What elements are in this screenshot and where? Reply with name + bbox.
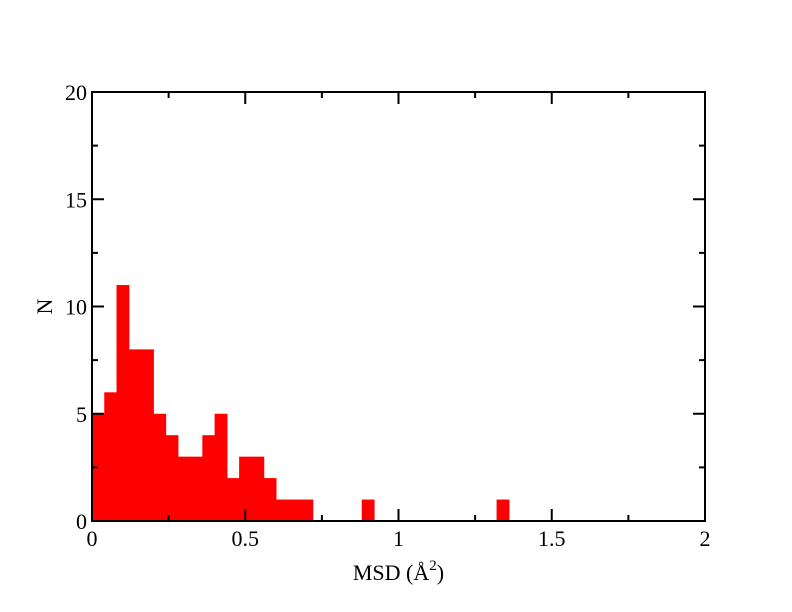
y-tick-label: 0 <box>76 509 87 534</box>
histogram-bar <box>92 413 105 521</box>
bars-group <box>92 285 510 521</box>
histogram-bar <box>177 456 191 521</box>
histogram-bar <box>226 478 240 521</box>
histogram-bar <box>214 413 228 521</box>
histogram-bar <box>288 499 302 521</box>
histogram-bar <box>104 392 118 521</box>
x-axis-title-suffix: ) <box>437 560 444 585</box>
x-axis-title-superscript: 2 <box>429 558 437 574</box>
y-tick-label: 5 <box>76 402 87 427</box>
histogram-bar <box>116 285 130 521</box>
histogram-bar <box>251 456 265 521</box>
y-axis-title: N <box>32 298 57 314</box>
histogram-bar <box>275 499 289 521</box>
x-axis-title: MSD (Å2) <box>353 558 444 585</box>
ticks-group <box>91 91 706 522</box>
y-tick-label: 15 <box>65 187 87 212</box>
x-tick-label: 2 <box>700 526 711 551</box>
histogram-bar <box>202 435 216 521</box>
histogram-bar <box>239 456 252 521</box>
x-tick-label: 1.5 <box>538 526 566 551</box>
histogram-bar <box>128 349 142 521</box>
histogram-bar <box>496 499 510 521</box>
y-tick-label: 20 <box>65 80 87 105</box>
x-tick-label: 0.5 <box>232 526 260 551</box>
histogram-bar <box>263 478 277 521</box>
y-tick-label: 10 <box>65 295 87 320</box>
histogram-bar <box>300 499 314 521</box>
histogram-bar <box>165 435 179 521</box>
histogram-bar <box>141 349 154 521</box>
histogram-bar <box>361 499 375 521</box>
histogram-bar <box>190 456 203 521</box>
histogram-bar <box>153 413 167 521</box>
x-tick-label: 0 <box>87 526 98 551</box>
x-tick-label: 1 <box>393 526 404 551</box>
x-axis-title-main: MSD (Å <box>353 560 430 585</box>
